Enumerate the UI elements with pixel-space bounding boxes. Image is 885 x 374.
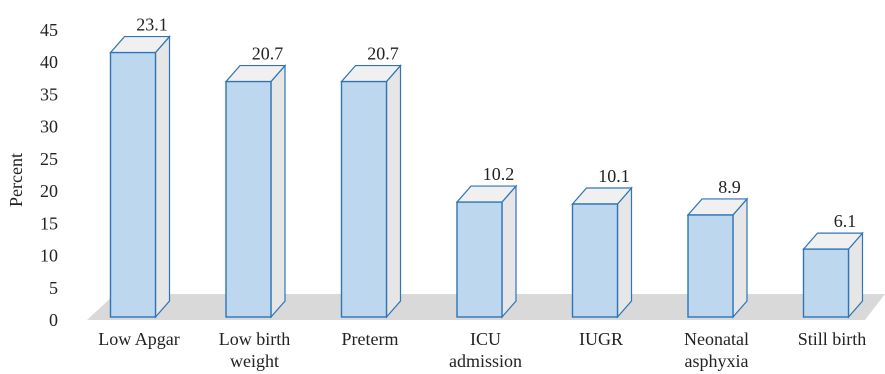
bar-front [225, 80, 272, 318]
data-label: 20.7 [367, 44, 399, 64]
bar [224, 63, 287, 319]
data-label: 8.9 [718, 177, 741, 197]
y-tick-label: 25 [40, 149, 58, 169]
y-tick-label: 30 [40, 117, 58, 137]
bar-side [154, 34, 171, 319]
bar-front [456, 201, 503, 318]
y-tick-label: 0 [49, 310, 58, 330]
bar-front [687, 214, 734, 318]
y-axis-title: Percent [6, 153, 26, 207]
x-tick-label-line: ICU [470, 329, 501, 349]
bar [340, 63, 402, 319]
bar-front [340, 80, 388, 318]
x-tick-label: Preterm [342, 329, 399, 349]
x-tick-label-line: Low birth [219, 329, 291, 349]
bar-side [732, 197, 748, 319]
data-label: 10.1 [598, 166, 630, 186]
x-tick-label-line: Still birth [798, 329, 867, 349]
data-label: 6.1 [834, 211, 857, 231]
x-tick-label-line: Preterm [342, 329, 399, 349]
data-label: 10.2 [483, 164, 515, 184]
y-tick-label: 45 [40, 20, 58, 40]
x-tick-label-line: admission [449, 351, 522, 371]
bar [686, 197, 749, 319]
y-tick-label: 20 [40, 181, 58, 201]
bar [455, 184, 518, 319]
y-tick-label: 10 [40, 246, 58, 266]
x-tick-label-line: Neonatal [684, 329, 749, 349]
y-axis-ticks: 0 5 10 15 20 25 30 35 40 45 [40, 20, 58, 330]
x-tick-label: Neonatal asphyxia [684, 329, 749, 371]
bar-front [802, 248, 850, 318]
x-axis-ticks: Low Apgar Low birth weight Preterm ICU admiss… [98, 329, 866, 371]
x-tick-label: ICU admission [449, 329, 522, 371]
x-tick-label-line: Low Apgar [98, 329, 179, 349]
data-labels-layer: 23.1 20.7 20.7 10.2 10.1 8.9 6.1 [136, 15, 856, 232]
x-tick-label: IUGR [579, 329, 623, 349]
bar [802, 231, 864, 319]
x-tick-label-line: weight [230, 351, 279, 371]
x-tick-label: Low Apgar [98, 329, 179, 349]
x-tick-label-line: asphyxia [685, 351, 749, 371]
bar-front [109, 51, 157, 318]
bar-side [501, 184, 517, 319]
bar-side [270, 63, 286, 319]
x-tick-label-line: IUGR [579, 329, 623, 349]
bar-side [616, 186, 633, 319]
y-tick-label: 5 [49, 278, 58, 298]
x-tick-label: Low birth weight [219, 329, 291, 371]
bar-front [571, 203, 619, 318]
data-label: 20.7 [252, 44, 284, 64]
bars-layer [109, 34, 864, 319]
y-tick-label: 15 [40, 213, 58, 233]
data-label: 23.1 [136, 15, 168, 35]
bar [109, 34, 171, 319]
bar-side [385, 63, 402, 319]
x-tick-label: Still birth [798, 329, 867, 349]
y-tick-label: 40 [40, 52, 58, 72]
bar [571, 186, 633, 319]
y-tick-label: 35 [40, 84, 58, 104]
